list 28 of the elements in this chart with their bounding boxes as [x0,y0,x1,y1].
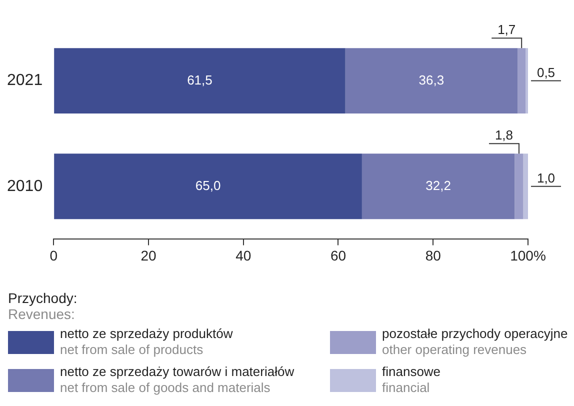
bar [362,154,515,220]
legend-label: netto ze sprzedaży towarów i materiałów net from sale of goods and materials [60,364,294,396]
data-label: 65,0 [195,178,221,193]
data-label: 36,3 [418,72,444,88]
legend-label: netto ze sprzedaży produktów net from sale of products [60,326,233,358]
x-tick-label: 80 [425,247,442,264]
data-label: 61,5 [187,72,212,88]
x-tick-label: 0 [50,247,58,264]
x-tick-label: 20 [140,247,156,264]
x-tick-label: 40 [236,247,252,264]
x-tick-label: 100% [510,247,546,264]
bar [514,154,524,220]
data-label: 1,0 [536,170,556,186]
bar [54,48,346,114]
y-tick-label: 2021 [7,72,43,90]
data-label: 0,5 [536,64,556,80]
y-tick-label: 2010 [7,178,43,195]
data-label: 32,2 [426,178,451,193]
data-label: 1,7 [498,22,516,38]
bar [518,48,526,114]
legend-label: finansowe financial [382,364,441,396]
bar [523,154,528,220]
legend-title: Przychody: Revenues: [8,290,78,322]
x-tick-label: 60 [330,247,346,264]
data-label: 1,8 [494,128,514,143]
bar [345,48,518,114]
bar [54,154,362,220]
legend-label: pozostałe przychody operacyjne other operating revenues [382,326,568,358]
